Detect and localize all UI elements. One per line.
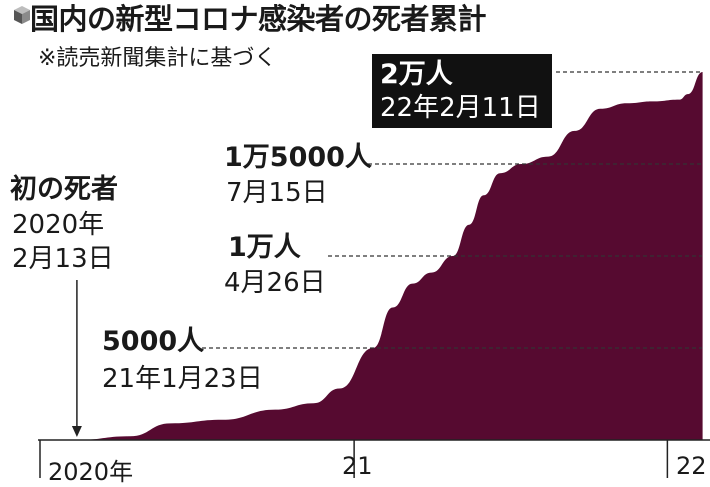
x-tick-label-21: 21: [342, 452, 373, 480]
x-axis: [38, 439, 710, 478]
annotation-5000-date: 21年1月23日: [102, 364, 263, 394]
annotation-first-death-label: 初の死者: [10, 174, 118, 205]
x-tick-label-22: 22: [676, 452, 707, 480]
annotation-first-death-year: 2020年: [12, 210, 105, 240]
annotation-20000-value: 2万人: [380, 59, 453, 90]
source-note: ※読売新聞集計に基づく: [38, 46, 277, 71]
first-death-arrow-head: [71, 426, 82, 437]
annotation-10000-date: 4月26日: [224, 268, 326, 298]
annotation-5000-value: 5000人: [102, 326, 205, 357]
x-tick-label-2020: 2020年: [48, 458, 134, 486]
cube-icon: [14, 6, 30, 24]
annotation-10000-value: 1万人: [228, 232, 301, 263]
annotation-15000-value: 1万5000人: [224, 142, 372, 173]
annotation-15000-date: 7月15日: [226, 178, 328, 208]
chart-title: 国内の新型コロナ感染者の死者累計: [30, 2, 487, 36]
annotation-20000-date: 22年2月11日: [380, 93, 541, 123]
annotation-20000-box: 2万人 22年2月11日: [372, 54, 552, 128]
annotation-first-death-date: 2月13日: [12, 244, 114, 274]
